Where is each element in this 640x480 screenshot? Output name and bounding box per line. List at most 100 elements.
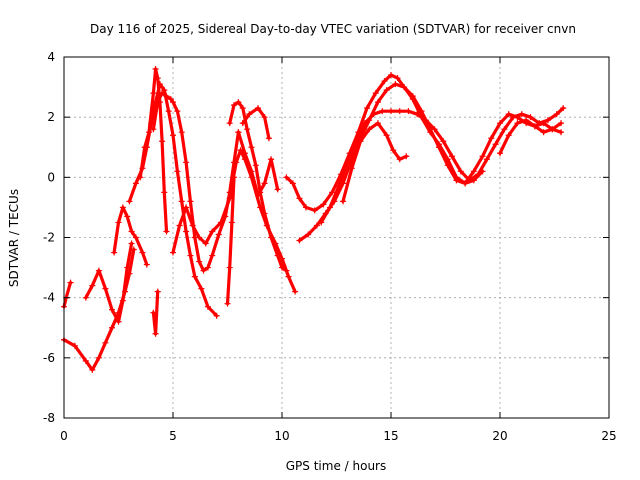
data-point-marker bbox=[183, 159, 190, 166]
data-point-marker bbox=[176, 222, 183, 229]
series-arc-4 bbox=[112, 205, 149, 267]
series-layer bbox=[61, 66, 567, 373]
data-point-marker bbox=[115, 219, 122, 226]
series-arc-5 bbox=[127, 82, 219, 318]
data-point-marker bbox=[403, 153, 410, 160]
data-point-marker bbox=[228, 219, 235, 226]
data-point-marker bbox=[435, 144, 442, 151]
data-point-marker bbox=[366, 126, 373, 133]
data-point-marker bbox=[248, 144, 255, 151]
data-point-marker bbox=[540, 129, 547, 136]
data-point-marker bbox=[261, 180, 268, 187]
data-point-marker bbox=[252, 162, 259, 169]
data-point-marker bbox=[150, 309, 157, 316]
x-axis-label: GPS time / hours bbox=[286, 459, 387, 473]
data-point-marker bbox=[95, 267, 102, 274]
x-tick-label: 25 bbox=[601, 429, 616, 443]
data-point-marker bbox=[108, 306, 115, 313]
data-point-marker bbox=[394, 75, 401, 82]
data-point-marker bbox=[187, 252, 194, 259]
data-point-marker bbox=[329, 189, 336, 196]
data-point-marker bbox=[154, 99, 161, 106]
data-point-marker bbox=[191, 273, 198, 280]
data-point-marker bbox=[202, 240, 209, 247]
data-point-marker bbox=[235, 99, 242, 106]
data-point-marker bbox=[215, 231, 222, 238]
data-point-marker bbox=[340, 198, 347, 205]
data-point-marker bbox=[372, 90, 379, 97]
data-point-marker bbox=[388, 108, 394, 115]
data-point-marker bbox=[139, 249, 146, 256]
data-point-marker bbox=[82, 357, 89, 364]
data-point-marker bbox=[558, 129, 565, 136]
data-point-marker bbox=[231, 174, 238, 181]
data-point-marker bbox=[531, 123, 538, 130]
data-point-marker bbox=[187, 198, 194, 205]
data-point-marker bbox=[261, 210, 268, 217]
data-point-marker bbox=[505, 132, 512, 139]
series-arc-3 bbox=[84, 241, 134, 324]
data-point-marker bbox=[320, 201, 327, 208]
data-point-marker bbox=[189, 222, 196, 229]
series-arc-6 bbox=[138, 67, 169, 234]
data-point-marker bbox=[137, 174, 144, 181]
data-point-marker bbox=[497, 120, 503, 127]
data-point-marker bbox=[383, 132, 390, 139]
data-point-marker bbox=[523, 117, 530, 124]
data-point-marker bbox=[401, 84, 408, 91]
data-point-marker bbox=[163, 93, 170, 100]
data-point-marker bbox=[170, 132, 176, 139]
series-arc-17 bbox=[341, 121, 408, 203]
data-point-marker bbox=[126, 198, 133, 205]
data-point-marker bbox=[159, 90, 166, 97]
data-point-marker bbox=[196, 258, 203, 265]
data-point-marker bbox=[296, 195, 303, 202]
data-point-marker bbox=[283, 174, 290, 181]
data-point-marker bbox=[226, 264, 233, 271]
data-point-marker bbox=[388, 72, 394, 79]
data-point-marker bbox=[82, 294, 89, 301]
data-point-marker bbox=[255, 105, 262, 112]
data-point-marker bbox=[348, 165, 355, 172]
data-point-marker bbox=[239, 105, 246, 112]
data-point-marker bbox=[396, 156, 403, 163]
data-point-marker bbox=[505, 111, 512, 118]
data-point-marker bbox=[418, 108, 425, 115]
data-point-marker bbox=[344, 159, 351, 166]
data-point-marker bbox=[150, 126, 157, 133]
data-point-marker bbox=[483, 156, 490, 163]
data-point-marker bbox=[501, 126, 508, 133]
data-point-marker bbox=[200, 267, 207, 274]
data-point-marker bbox=[318, 219, 325, 226]
data-point-marker bbox=[409, 93, 416, 100]
data-point-marker bbox=[558, 120, 565, 127]
data-point-marker bbox=[285, 273, 292, 280]
data-point-marker bbox=[462, 180, 469, 187]
series-arc-11 bbox=[225, 175, 236, 306]
data-point-marker bbox=[364, 105, 371, 112]
data-point-marker bbox=[165, 108, 172, 115]
data-point-marker bbox=[132, 234, 139, 241]
data-point-marker bbox=[241, 150, 248, 157]
x-tick-label: 15 bbox=[383, 429, 398, 443]
data-point-marker bbox=[159, 138, 166, 145]
data-point-marker bbox=[67, 279, 74, 286]
data-point-marker bbox=[544, 117, 551, 124]
data-point-marker bbox=[183, 228, 190, 235]
data-point-marker bbox=[141, 144, 148, 151]
data-point-marker bbox=[170, 99, 176, 106]
data-point-marker bbox=[111, 249, 118, 256]
chart-title: Day 116 of 2025, Sidereal Day-to-day VTE… bbox=[90, 22, 576, 36]
data-point-marker bbox=[170, 249, 176, 256]
data-point-marker bbox=[198, 285, 205, 292]
data-point-marker bbox=[124, 264, 131, 271]
data-point-marker bbox=[453, 177, 460, 184]
x-tick-label: 0 bbox=[60, 429, 68, 443]
data-point-marker bbox=[514, 120, 521, 127]
data-point-marker bbox=[224, 300, 231, 307]
data-point-marker bbox=[209, 228, 216, 235]
data-point-marker bbox=[374, 99, 381, 106]
data-point-marker bbox=[553, 111, 560, 118]
data-point-marker bbox=[392, 81, 399, 88]
data-point-marker bbox=[549, 126, 556, 133]
